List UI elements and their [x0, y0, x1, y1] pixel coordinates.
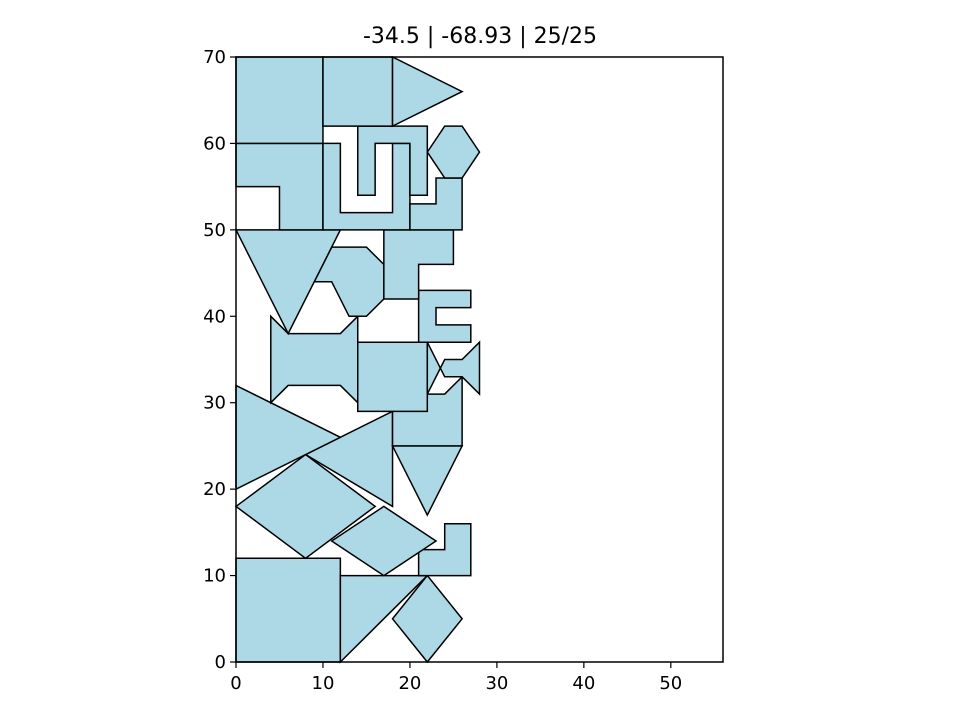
shape-diamond-lower-middle	[330, 505, 438, 577]
y-tick-label: 50	[203, 220, 226, 241]
shape-square-middle	[357, 341, 429, 413]
y-axis: 0 10 20 30 40 50 60 70	[203, 47, 236, 673]
shape-triangle-top-right	[391, 55, 464, 128]
x-tick-label: 10	[312, 673, 335, 694]
shape-triangle-lower-middle	[304, 410, 394, 508]
y-tick-label: 70	[203, 47, 226, 68]
x-tick-label: 40	[572, 673, 595, 694]
shape-hexagon-upper-right	[426, 125, 481, 179]
chart-title: -34.5 | -68.93 | 25/25	[363, 24, 597, 49]
axes-frame	[235, 56, 724, 663]
x-tick-label: 30	[485, 673, 508, 694]
y-tick-label: 0	[215, 652, 226, 673]
shapes-layer	[234, 55, 481, 664]
shape-diamond-lower-left	[234, 453, 377, 560]
y-tick-label: 20	[203, 479, 226, 500]
x-tick-label: 0	[230, 673, 241, 694]
x-axis: 0 10 20 30 40 50	[230, 662, 682, 694]
y-tick-label: 40	[203, 306, 226, 327]
shape-square-bottom-left	[235, 557, 342, 663]
y-tick-label: 30	[203, 393, 226, 414]
shape-l-shape-right-of-u	[409, 177, 463, 231]
shape-c-shape-right	[417, 289, 472, 343]
x-tick-label: 50	[659, 673, 682, 694]
y-tick-label: 60	[203, 133, 226, 154]
shape-square-top-left	[235, 56, 324, 145]
x-tick-label: 20	[398, 673, 421, 694]
y-tick-label: 10	[203, 566, 226, 587]
shape-u-shape-upper-middle	[322, 142, 411, 231]
plot-area: 0 10 20 30 40 50 0 10 20 30 40 50 60 70	[203, 47, 724, 694]
shape-bowtie-small-right	[426, 340, 481, 396]
shape-square-top-middle	[322, 56, 394, 127]
